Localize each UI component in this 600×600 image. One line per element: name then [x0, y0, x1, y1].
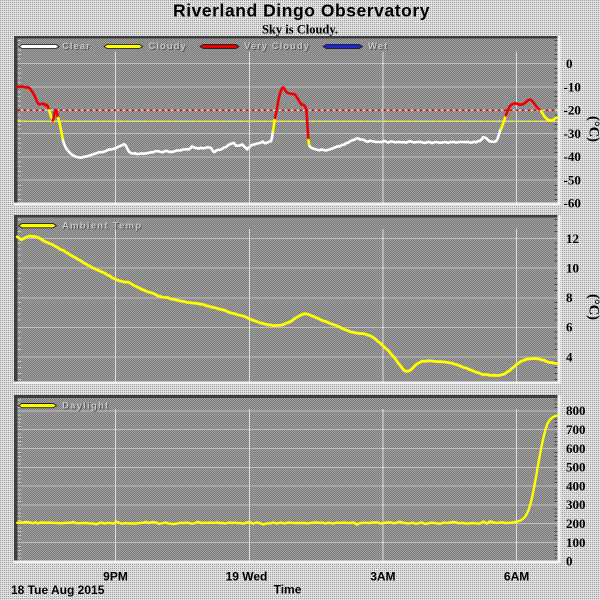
svg-text:Very Cloudy: Very Cloudy — [245, 42, 311, 53]
svg-text:Wet: Wet — [369, 42, 389, 53]
svg-text:-30: -30 — [564, 126, 581, 141]
svg-text:-40: -40 — [564, 149, 581, 164]
svg-text:Daylight: Daylight — [63, 402, 110, 413]
svg-text:200: 200 — [566, 516, 586, 531]
svg-text:Very Cloudy: Very Cloudy — [244, 41, 310, 52]
svg-text:100: 100 — [566, 535, 586, 550]
svg-text:700: 700 — [566, 422, 586, 437]
svg-text:6AM: 6AM — [504, 570, 529, 584]
svg-text:Ambient Temp: Ambient Temp — [63, 222, 143, 233]
svg-text:-50: -50 — [564, 173, 581, 188]
svg-text:Riverland Dingo Observatory: Riverland Dingo Observatory — [173, 1, 430, 21]
svg-text:Clear: Clear — [63, 42, 92, 53]
svg-text:Clear: Clear — [62, 41, 91, 52]
svg-text:(°C): (°C) — [586, 294, 600, 320]
svg-text:19 Wed: 19 Wed — [226, 570, 268, 584]
svg-text:500: 500 — [566, 460, 586, 475]
svg-text:-20: -20 — [564, 103, 581, 118]
svg-text:Time: Time — [274, 583, 302, 597]
svg-text:Daylight: Daylight — [62, 401, 109, 412]
svg-text:(°C): (°C) — [586, 116, 600, 142]
svg-text:Wet: Wet — [368, 41, 388, 52]
svg-text:6: 6 — [566, 320, 573, 335]
svg-text:12: 12 — [566, 231, 579, 246]
svg-text:300: 300 — [566, 497, 586, 512]
svg-text:Sky is Cloudy.: Sky is Cloudy. — [262, 23, 338, 37]
svg-text:18 Tue Aug 2015: 18 Tue Aug 2015 — [11, 583, 105, 597]
svg-text:600: 600 — [566, 441, 586, 456]
svg-text:3AM: 3AM — [370, 570, 395, 584]
svg-text:Cloudy: Cloudy — [149, 41, 187, 52]
svg-text:-60: -60 — [564, 196, 581, 211]
svg-text:Cloudy: Cloudy — [150, 42, 188, 53]
svg-text:800: 800 — [566, 403, 586, 418]
svg-text:4: 4 — [566, 349, 573, 364]
svg-text:0: 0 — [566, 56, 573, 71]
svg-text:Ambient Temp: Ambient Temp — [62, 221, 142, 232]
svg-text:9PM: 9PM — [103, 570, 128, 584]
svg-text:8: 8 — [566, 290, 573, 305]
svg-text:-10: -10 — [564, 79, 581, 94]
svg-text:400: 400 — [566, 478, 586, 493]
svg-text:0: 0 — [566, 554, 573, 569]
svg-text:10: 10 — [566, 261, 579, 276]
